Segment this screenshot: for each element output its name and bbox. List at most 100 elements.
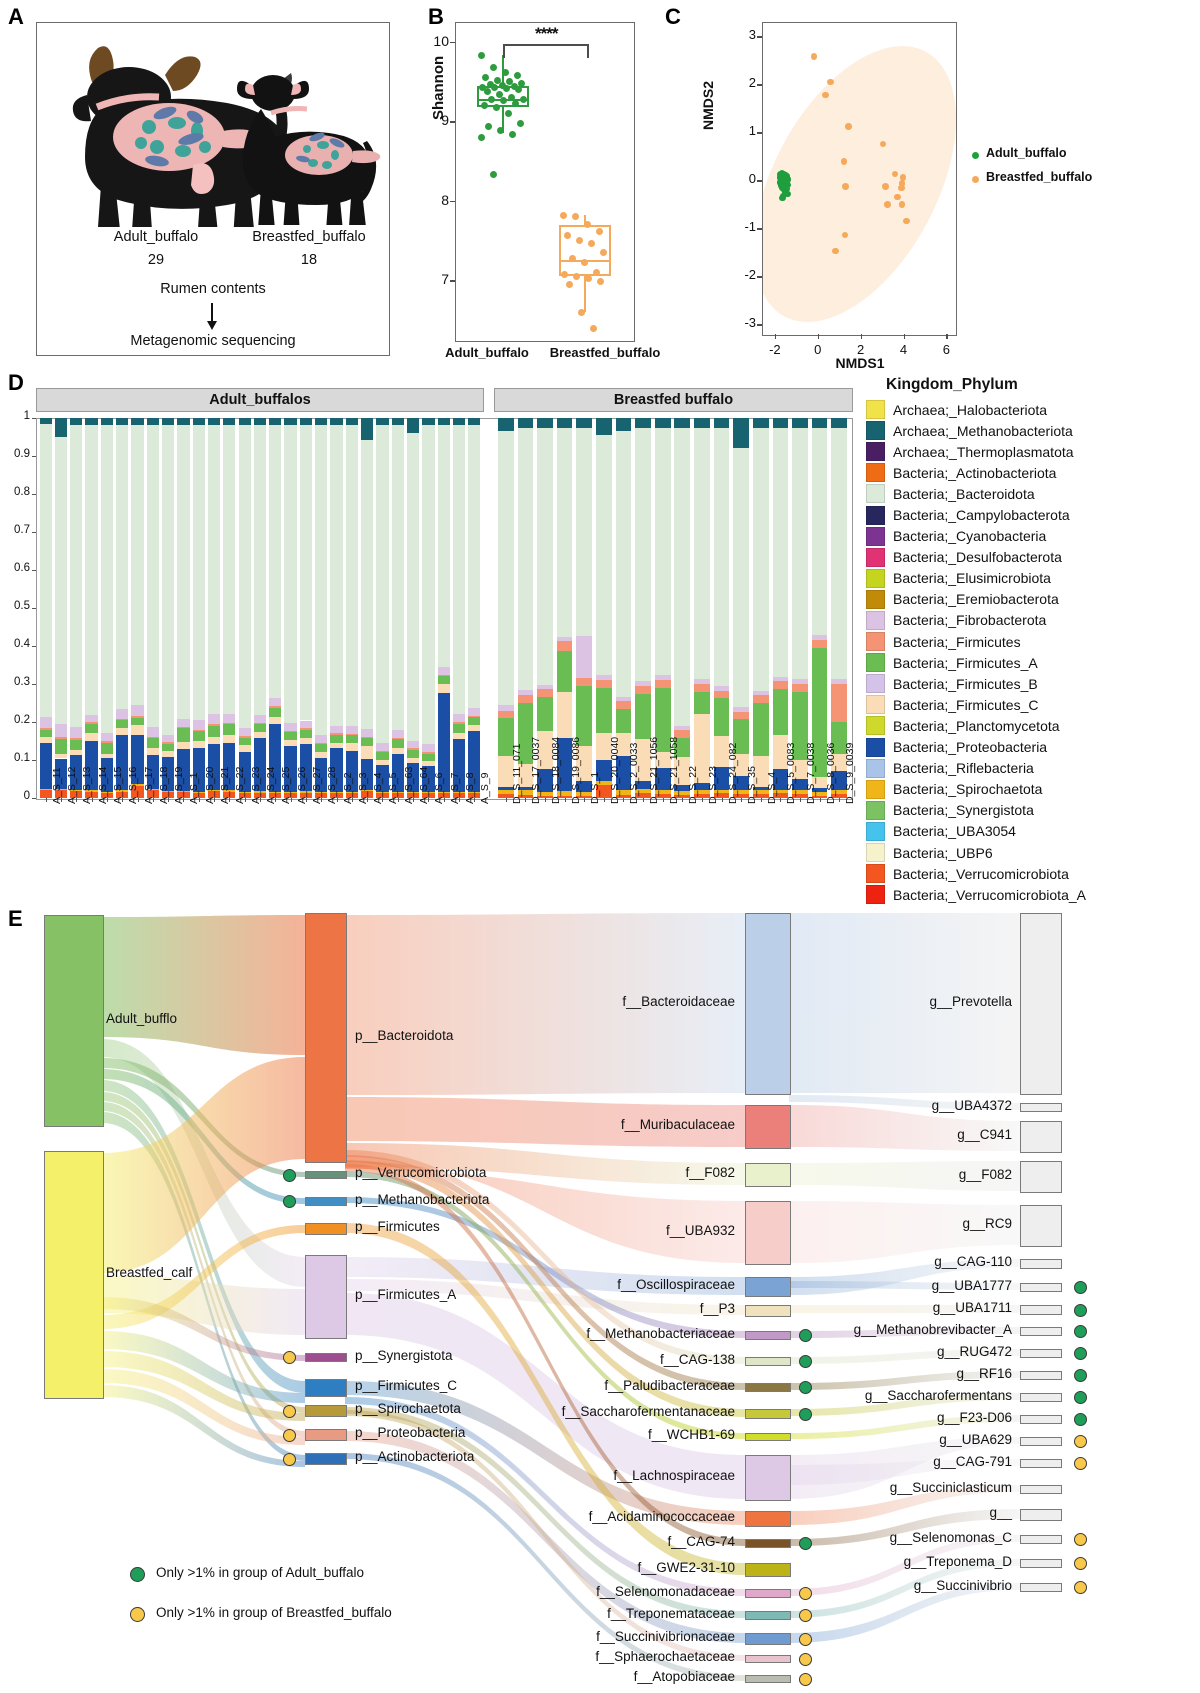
sankey-family-node[interactable] xyxy=(745,1589,791,1598)
panel-d-legend-item[interactable]: Bacteria;_Desulfobacterota xyxy=(866,547,1196,568)
sankey-family-node[interactable] xyxy=(745,1201,791,1265)
sankey-genus-node[interactable] xyxy=(1020,1485,1062,1494)
sankey-family-node[interactable] xyxy=(745,1357,791,1366)
panel-d-legend-item[interactable]: Bacteria;_UBA3054 xyxy=(866,821,1196,842)
sankey-family-node[interactable] xyxy=(745,1383,791,1392)
panel-d-legend-item[interactable]: Bacteria;_Cyanobacteria xyxy=(866,526,1196,547)
panel-d-legend-item[interactable]: Bacteria;_Firmicutes_A xyxy=(866,652,1196,673)
sankey-family-node[interactable] xyxy=(745,1433,791,1441)
sankey-family-node[interactable] xyxy=(745,1277,791,1297)
panel-d-legend-item[interactable]: Bacteria;_UBP6 xyxy=(866,842,1196,863)
sankey-genus-node[interactable] xyxy=(1020,913,1062,1095)
sankey-family-node[interactable] xyxy=(745,1305,791,1317)
panel-d-legend-item[interactable]: Bacteria;_Verrucomicrobiota_A xyxy=(866,884,1196,905)
sankey-family-node[interactable] xyxy=(745,1539,791,1548)
sankey-genus-node[interactable] xyxy=(1020,1283,1062,1292)
panel-d-ytick-mark xyxy=(32,532,36,533)
sankey-group-node[interactable] xyxy=(44,915,104,1127)
sankey-family-node[interactable] xyxy=(745,1563,791,1577)
sankey-genus-node[interactable] xyxy=(1020,1327,1062,1336)
sankey-family-node[interactable] xyxy=(745,1675,791,1683)
sankey-genus-label: g__C941 xyxy=(957,1127,1012,1142)
sankey-genus-node[interactable] xyxy=(1020,1161,1062,1193)
sankey-family-node[interactable] xyxy=(745,1163,791,1187)
panel-c-legend-calf[interactable]: Breastfed_buffalo xyxy=(986,170,1093,184)
panel-d-legend-item[interactable]: Bacteria;_Actinobacteriota xyxy=(866,462,1196,483)
sankey-family-node[interactable] xyxy=(745,1331,791,1340)
sankey-genus-node[interactable] xyxy=(1020,1459,1062,1468)
panel-d-bar-segment xyxy=(752,756,769,787)
panel-d-legend-item[interactable]: Bacteria;_Synergistota xyxy=(866,800,1196,821)
sankey-family-node[interactable] xyxy=(745,1409,791,1419)
sankey-group-node[interactable] xyxy=(44,1151,104,1399)
sankey-genus-node[interactable] xyxy=(1020,1415,1062,1424)
sankey-phylum-node[interactable] xyxy=(305,1379,347,1397)
legend-label: Bacteria;_Fibrobacterota xyxy=(893,612,1047,629)
panel-c-legend-adult[interactable]: Adult_buffalo xyxy=(986,146,1067,160)
sankey-genus-label: g__RUG472 xyxy=(936,1343,1012,1359)
panel-b-ytick: 8 xyxy=(441,191,449,208)
panel-d-legend-item[interactable]: Bacteria;_Eremiobacterota xyxy=(866,589,1196,610)
sankey-phylum-node[interactable] xyxy=(305,1353,347,1362)
sankey-genus-node[interactable] xyxy=(1020,1205,1062,1247)
sankey-genus-node[interactable] xyxy=(1020,1259,1062,1269)
sankey-family-node[interactable] xyxy=(745,1633,791,1645)
panel-d-legend-item[interactable]: Bacteria;_Firmicutes xyxy=(866,631,1196,652)
sankey-phylum-node[interactable] xyxy=(305,913,347,1163)
sankey-phylum-node[interactable] xyxy=(305,1171,347,1179)
panel-d-legend-item[interactable]: Bacteria;_Firmicutes_B xyxy=(866,673,1196,694)
panel-d-legend-item[interactable]: Bacteria;_Riflebacteria xyxy=(866,758,1196,779)
panel-d-bar-segment xyxy=(238,418,251,425)
sankey-genus-node[interactable] xyxy=(1020,1535,1062,1544)
sankey-phylum-node[interactable] xyxy=(305,1223,347,1235)
sankey-genus-node[interactable] xyxy=(1020,1103,1062,1112)
panel-d-bar-segment xyxy=(576,636,593,678)
legend-swatch xyxy=(866,674,885,694)
sankey-family-node[interactable] xyxy=(745,1105,791,1149)
panel-b-data-point xyxy=(515,86,523,94)
sankey-family-node[interactable] xyxy=(745,1655,791,1663)
sankey-genus-node[interactable] xyxy=(1020,1509,1062,1521)
panel-d-legend-item[interactable]: Bacteria;_Elusimicrobiota xyxy=(866,568,1196,589)
panel-d-bar-segment xyxy=(556,737,573,792)
sankey-genus-node[interactable] xyxy=(1020,1437,1062,1446)
sankey-genus-node[interactable] xyxy=(1020,1559,1062,1568)
sankey-family-node[interactable] xyxy=(745,1455,791,1501)
panel-d-legend-item[interactable]: Bacteria;_Fibrobacterota xyxy=(866,610,1196,631)
panel-a-adult-count: 29 xyxy=(147,252,165,268)
panel-d-legend-item[interactable]: Bacteria;_Verrucomicrobiota xyxy=(866,863,1196,884)
panel-b-data-point xyxy=(513,71,521,79)
sankey-genus-node[interactable] xyxy=(1020,1305,1062,1315)
sankey-phylum-node[interactable] xyxy=(305,1429,347,1441)
panel-d-bar-segment xyxy=(54,724,68,738)
panel-d-legend-item[interactable]: Archaea;_Halobacteriota xyxy=(866,399,1196,420)
panel-d-legend-item[interactable]: Bacteria;_Bacteroidota xyxy=(866,483,1196,504)
panel-d-legend-item[interactable]: Bacteria;_Campylobacterota xyxy=(866,504,1196,525)
panel-d-legend-item[interactable]: Archaea;_Methanobacteriota xyxy=(866,420,1196,441)
sankey-genus-node[interactable] xyxy=(1020,1349,1062,1358)
sankey-phylum-node[interactable] xyxy=(305,1255,347,1339)
panel-d-bar-segment xyxy=(207,737,221,745)
panel-d-legend-item[interactable]: Bacteria;_Proteobacteria xyxy=(866,737,1196,758)
sankey-family-node[interactable] xyxy=(745,913,791,1095)
sankey-family-node[interactable] xyxy=(745,1611,791,1620)
sankey-ribbon xyxy=(345,1197,745,1338)
sankey-family-node[interactable] xyxy=(745,1511,791,1527)
sankey-phylum-node[interactable] xyxy=(305,1405,347,1417)
panel-d-bar-segment xyxy=(831,790,848,795)
sankey-phylum-node[interactable] xyxy=(305,1453,347,1465)
sankey-ribbon xyxy=(789,1459,1020,1485)
panel-b-data-point xyxy=(504,109,512,117)
sankey-marker-dot xyxy=(283,1351,296,1364)
panel-d-legend-item[interactable]: Bacteria;_Planctomycetota xyxy=(866,715,1196,736)
panel-d-bar-segment xyxy=(207,724,221,726)
sankey-genus-node[interactable] xyxy=(1020,1371,1062,1380)
sankey-genus-node[interactable] xyxy=(1020,1393,1062,1402)
panel-d-legend-item[interactable]: Archaea;_Thermoplasmatota xyxy=(866,441,1196,462)
sankey-genus-node[interactable] xyxy=(1020,1121,1062,1153)
panel-d-legend-item[interactable]: Bacteria;_Spirochaetota xyxy=(866,779,1196,800)
sankey-phylum-node[interactable] xyxy=(305,1197,347,1206)
sankey-genus-node[interactable] xyxy=(1020,1583,1062,1592)
sankey-family-label: f__Acidaminococcaceae xyxy=(588,1509,735,1524)
panel-d-legend-item[interactable]: Bacteria;_Firmicutes_C xyxy=(866,694,1196,715)
